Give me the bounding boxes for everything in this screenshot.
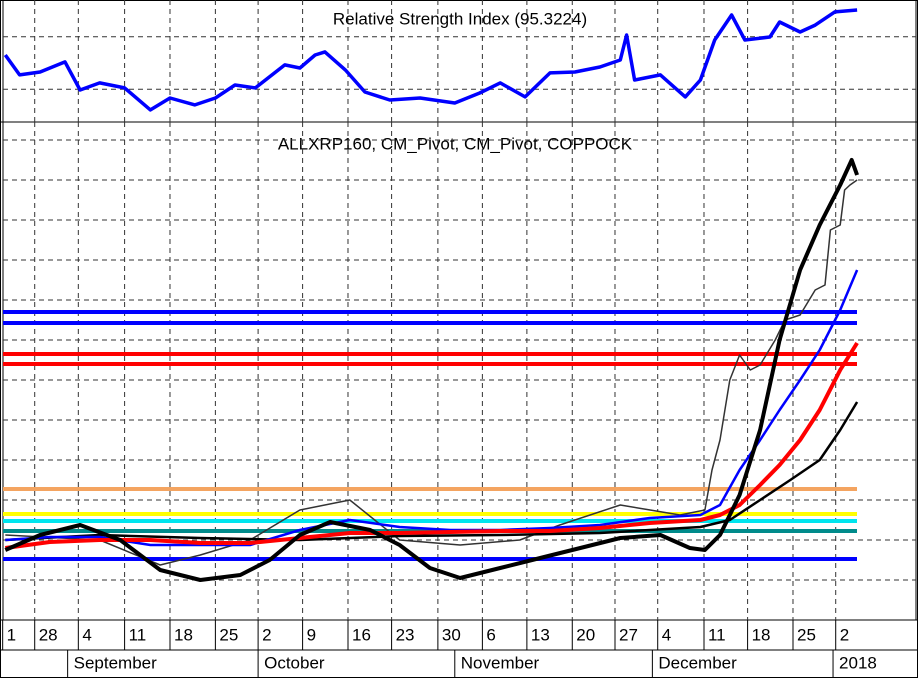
- x-tick-label: 9: [307, 625, 316, 644]
- x-tick-label: 25: [219, 625, 238, 644]
- x-tick-label: 16: [352, 625, 371, 644]
- month-label: November: [461, 653, 540, 672]
- month-label: 2018: [839, 653, 877, 672]
- x-tick-label: 6: [486, 625, 495, 644]
- x-tick-label: 11: [708, 625, 726, 644]
- x-tick-label: 30: [442, 625, 461, 644]
- x-tick-label: 18: [752, 625, 771, 644]
- month-label: December: [658, 653, 737, 672]
- x-tick-label: 18: [174, 625, 193, 644]
- x-tick-label: 25: [797, 625, 816, 644]
- x-tick-label: 4: [82, 625, 91, 644]
- x-tick-label: 2: [262, 625, 271, 644]
- series-line: [5, 269, 859, 547]
- x-tick-label: 4: [662, 625, 671, 644]
- x-tick-label: 13: [531, 625, 550, 644]
- rsi-title: Relative Strength Index (95.3224): [333, 9, 587, 28]
- x-tick-label: 27: [619, 625, 638, 644]
- series-line: [4, 158, 859, 582]
- x-tick-label: 20: [576, 625, 595, 644]
- x-tick-label: 11: [129, 625, 147, 644]
- month-label: September: [74, 653, 157, 672]
- x-tick-label: 23: [396, 625, 415, 644]
- month-label: October: [264, 653, 325, 672]
- series-line: [5, 179, 858, 566]
- main-title: ALLXRP160, CM_Pivot, CM_Pivot, COPPOCK: [278, 134, 633, 153]
- x-tick-label: 28: [39, 625, 58, 644]
- series-line: [3, 8, 858, 112]
- series-line: [5, 401, 859, 542]
- series-line: [5, 341, 859, 550]
- x-tick-label: 1: [7, 625, 16, 644]
- x-tick-label: 2: [840, 625, 849, 644]
